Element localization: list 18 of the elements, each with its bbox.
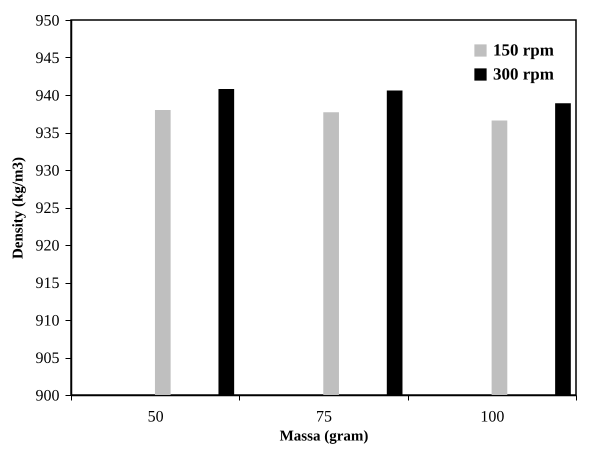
y-tick-label: 910 (36, 312, 60, 330)
legend-label: 150 rpm (493, 40, 554, 60)
y-tick-label: 905 (36, 350, 60, 367)
y-tick-label: 945 (36, 50, 60, 67)
y-tick-label: 935 (36, 125, 60, 142)
x-tick-label: 50 (148, 408, 164, 426)
y-tick-label: 900 (36, 388, 60, 404)
y-axis-title: Density (kg/m3) (10, 156, 26, 260)
x-tick-label: 75 (316, 408, 332, 426)
x-tick-label: 100 (480, 408, 504, 426)
x-axis-title: Massa (gram) (280, 428, 368, 444)
y-tick-label: 930 (36, 162, 60, 180)
legend-label: 300 rpm (493, 64, 554, 84)
y-tick-label: 940 (36, 88, 60, 104)
y-tick-label: 915 (36, 275, 60, 292)
y-tick-label: 925 (36, 200, 60, 217)
y-tick-label: 920 (36, 238, 60, 254)
y-tick-label: 950 (36, 12, 60, 30)
